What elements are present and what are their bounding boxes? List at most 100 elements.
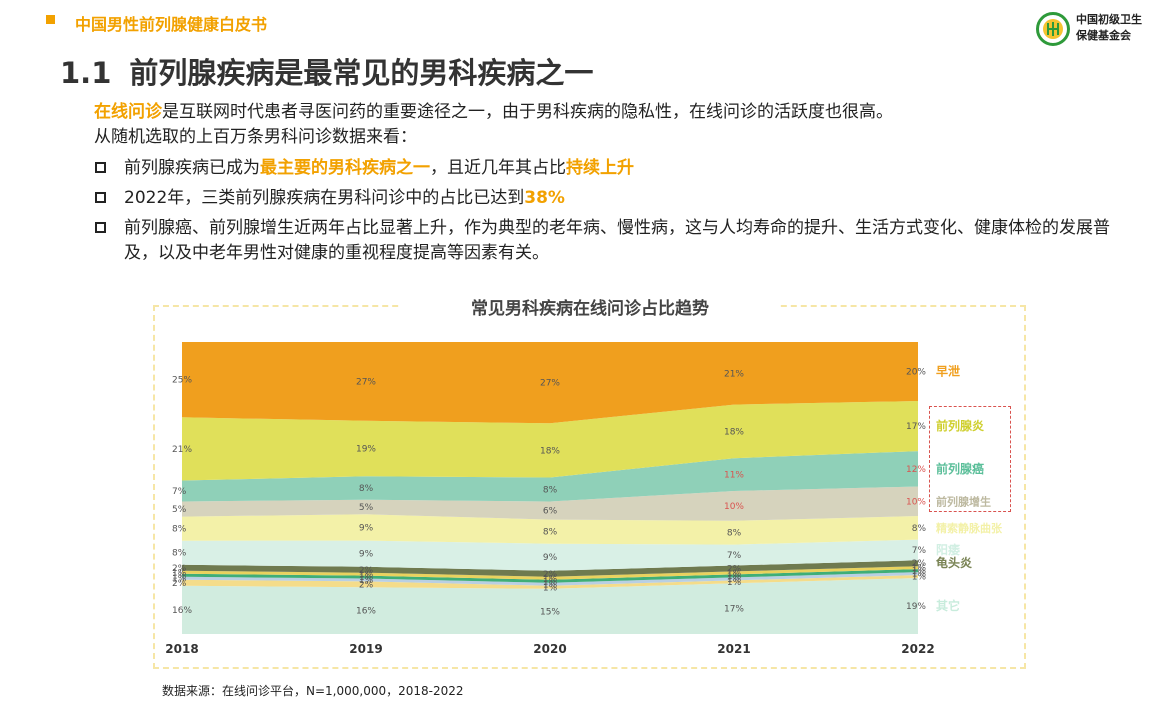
- area-series-5: [182, 560, 918, 577]
- data-label: 5%: [172, 505, 187, 515]
- data-label: 1%: [172, 568, 187, 578]
- data-label: 11%: [724, 471, 744, 481]
- data-label: 2%: [727, 564, 742, 574]
- data-label: 21%: [724, 369, 744, 379]
- data-label: 8%: [359, 484, 374, 494]
- series-name-label: 精索静脉曲张: [936, 521, 1003, 535]
- area-series-6: [182, 539, 918, 571]
- checkbox-bullet-icon: [95, 192, 106, 203]
- data-label: 2%: [912, 559, 927, 569]
- data-label: 17%: [906, 422, 926, 432]
- header-marker: [46, 15, 55, 24]
- section-number: 1.1: [60, 56, 112, 90]
- data-label: 1%: [912, 572, 927, 582]
- data-label: 9%: [359, 550, 374, 560]
- x-tick-label: 2019: [349, 642, 382, 656]
- data-label: 1%: [543, 577, 558, 587]
- data-label: 1%: [359, 570, 374, 580]
- bullet-highlight: 最主要的男科疾病之一: [260, 158, 430, 178]
- logo-emblem-icon: [1036, 12, 1070, 46]
- intro-paragraph: 在线问诊是互联网时代患者寻医问药的重要途径之一，由于男科疾病的隐私性，在线问诊的…: [94, 100, 893, 150]
- data-label: 8%: [172, 525, 187, 535]
- data-label: 25%: [172, 376, 192, 386]
- chart-title: 常见男科疾病在线问诊占比趋势: [400, 294, 780, 319]
- data-label: 1%: [543, 580, 558, 590]
- intro-line2: 从随机选取的上百万条男科问诊数据来看：: [94, 127, 417, 147]
- data-label: 9%: [543, 553, 558, 563]
- document-title: 中国男性前列腺健康白皮书: [75, 15, 268, 34]
- data-label: 1%: [543, 583, 558, 593]
- data-label: 16%: [172, 606, 192, 616]
- data-label: 2%: [359, 566, 374, 576]
- bullet-text: 前列腺疾病已成为: [124, 158, 260, 178]
- area-series-10: [182, 401, 918, 481]
- x-tick-label: 2020: [533, 642, 566, 656]
- bullet-item: 2022年，三类前列腺疾病在男科问诊中的占比已达到38%: [94, 186, 1134, 211]
- series-name-label: 龟头炎: [936, 555, 972, 570]
- data-label: 15%: [540, 607, 560, 617]
- data-label: 6%: [543, 507, 558, 517]
- page-title: 1.1 前列腺疾病是最常见的男科疾病之一: [60, 50, 593, 92]
- bullet-highlight: 38%: [524, 188, 565, 208]
- intro-highlight: 在线问诊: [94, 102, 162, 122]
- data-label: 8%: [912, 524, 927, 534]
- logo-line1: 中国初级卫生: [1076, 13, 1142, 26]
- data-label: 19%: [356, 445, 376, 455]
- data-label: 19%: [906, 602, 926, 612]
- data-label: 9%: [359, 523, 374, 533]
- data-label: 1%: [912, 564, 927, 574]
- bullet-item: 前列腺癌、前列腺增生近两年占比显著上升，作为典型的老年病、慢性病，这与人均寿命的…: [94, 216, 1134, 266]
- data-label: 17%: [724, 605, 744, 615]
- data-label: 1%: [172, 571, 187, 581]
- data-label: 10%: [724, 502, 744, 512]
- data-label: 7%: [912, 546, 927, 556]
- intro-line1: 是互联网时代患者寻医问药的重要途径之一，由于男科疾病的隐私性，在线问诊的活跃度也…: [162, 102, 893, 122]
- area-series-7: [182, 514, 918, 545]
- data-label: 8%: [172, 549, 187, 559]
- data-label: 1%: [912, 570, 927, 580]
- data-label: 1%: [172, 574, 187, 584]
- series-name-label: 前列腺增生: [936, 494, 991, 508]
- data-label: 10%: [906, 497, 926, 507]
- bullet-text: 前列腺癌、前列腺增生近两年占比显著上升，作为典型的老年病、慢性病，这与人均寿命的…: [124, 218, 1110, 263]
- data-label: 27%: [356, 377, 376, 387]
- data-label: 8%: [543, 528, 558, 538]
- series-name-label: 阳痿: [936, 542, 961, 557]
- bullet-text: 2022年，三类前列腺疾病在男科问诊中的占比已达到: [124, 188, 525, 208]
- x-tick-label: 2022: [901, 642, 934, 656]
- area-series-11: [182, 342, 918, 424]
- area-series-2: [182, 572, 918, 586]
- data-label: 1%: [727, 572, 742, 582]
- bullet-item: 前列腺疾病已成为最主要的男科疾病之一，且近几年其占比持续上升: [94, 156, 1134, 181]
- data-label: 1%: [727, 569, 742, 579]
- x-tick-label: 2018: [165, 642, 198, 656]
- series-name-label: 其它: [936, 598, 960, 613]
- logo-line2: 保健基金会: [1076, 29, 1131, 42]
- logo-text: 中国初级卫生 保健基金会: [1076, 12, 1142, 44]
- area-series-4: [182, 566, 918, 580]
- data-label: 16%: [356, 607, 376, 617]
- series-name-label: 前列腺癌: [936, 461, 984, 476]
- data-label: 1%: [727, 575, 742, 585]
- bullet-text: ，且近几年其占比: [430, 158, 566, 178]
- bullet-list: 前列腺疾病已成为最主要的男科疾病之一，且近几年其占比持续上升 2022年，三类前…: [94, 156, 1134, 271]
- data-label: 12%: [906, 465, 926, 475]
- data-label: 2%: [359, 580, 374, 590]
- area-series-1: [182, 575, 918, 589]
- bullet-highlight: 持续上升: [566, 158, 634, 178]
- data-label: 2%: [172, 579, 187, 589]
- data-label: 8%: [543, 486, 558, 496]
- data-label: 2%: [543, 570, 558, 580]
- data-label: 1%: [359, 576, 374, 586]
- data-label: 20%: [906, 367, 926, 377]
- data-label: 18%: [540, 446, 560, 456]
- data-label: 1%: [359, 573, 374, 583]
- checkbox-bullet-icon: [95, 222, 106, 233]
- area-series-0: [182, 578, 918, 634]
- data-label: 1%: [727, 578, 742, 588]
- foundation-logo: 中国初级卫生 保健基金会: [1036, 10, 1146, 48]
- area-series-9: [182, 451, 918, 502]
- data-label: 1%: [912, 567, 927, 577]
- data-label: 18%: [724, 427, 744, 437]
